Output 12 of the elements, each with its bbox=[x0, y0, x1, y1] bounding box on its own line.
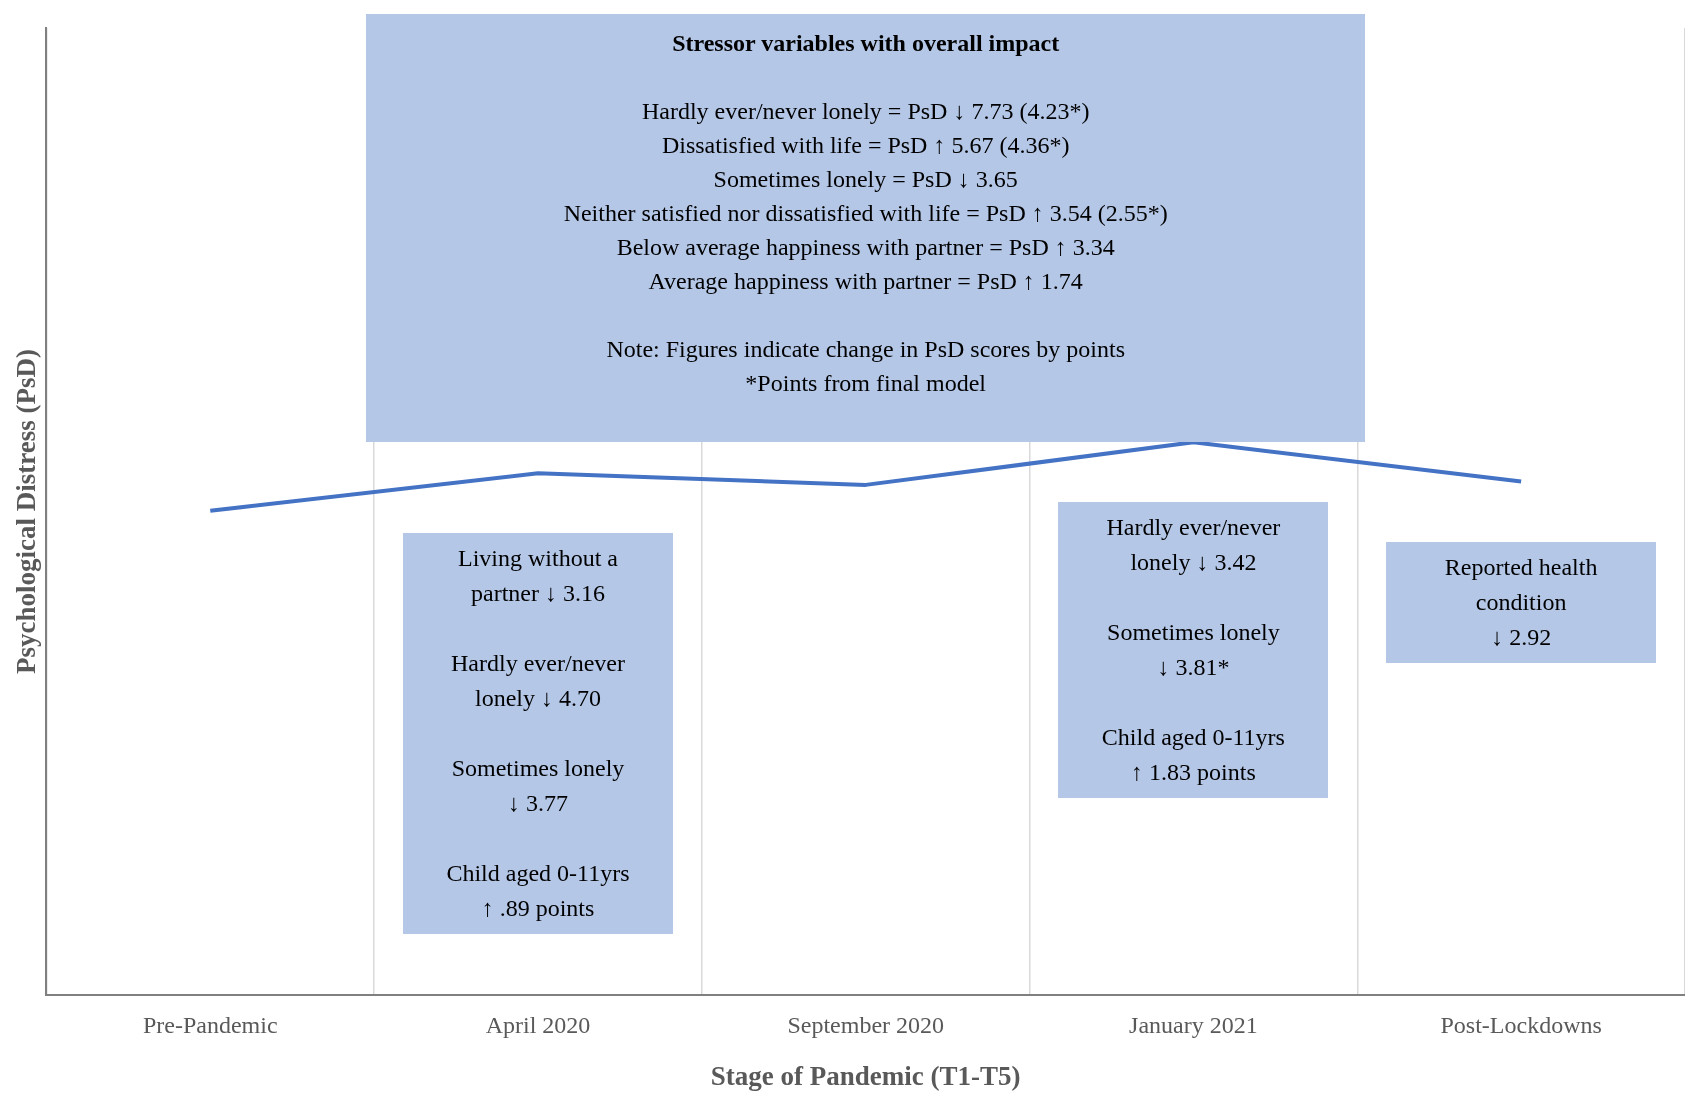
x-tick-label: September 2020 bbox=[787, 1012, 945, 1039]
chart-title: Stressor variables with overall impact bbox=[671, 29, 1061, 58]
y-axis-title: Psychological Distress (PsD) bbox=[11, 348, 42, 674]
text-panel: Living without a partner ↓ 3.16 Hardly ever/never lonely ↓ 4.70 Sometimes lonely ↓ 3.77 Child aged 0-11yrs ↑ .89 points bbox=[402, 533, 673, 935]
text-panel: Stressor variables with overall impact Hardly ever/never lonely = PsD ↓ 7.73 (4.23*) Dissatisfied with life = PsD ↑ 5.67 (4.36*) Sometimes lonely = PsD ↓ 3.65 Neither satisfied nor dissatisfied with life = PsD ↑ 3.54 (2.55*) Below average happiness with partner = PsD ↑ 3.34 Average happiness with partner = PsD ↑ 1.74 Note: Figures indicate change in PsD scores by points *Points from final model bbox=[366, 14, 1366, 443]
x-axis-title: Stage of Pandemic (T1-T5) bbox=[710, 1060, 1021, 1091]
text-panel: Hardly ever/never lonely ↓ 3.42 Sometimes lonely ↓ 3.81* Child aged 0-11yrs ↑ 1.83 points bbox=[1058, 502, 1329, 799]
x-tick-label: Post-Lockdowns bbox=[1440, 1012, 1602, 1039]
x-tick-label: Pre-Pandemic bbox=[142, 1012, 278, 1039]
x-tick-label: April 2020 bbox=[485, 1012, 591, 1039]
text-panel: Reported health condition ↓ 2.92 bbox=[1386, 541, 1657, 663]
x-tick-label: January 2021 bbox=[1129, 1012, 1258, 1039]
